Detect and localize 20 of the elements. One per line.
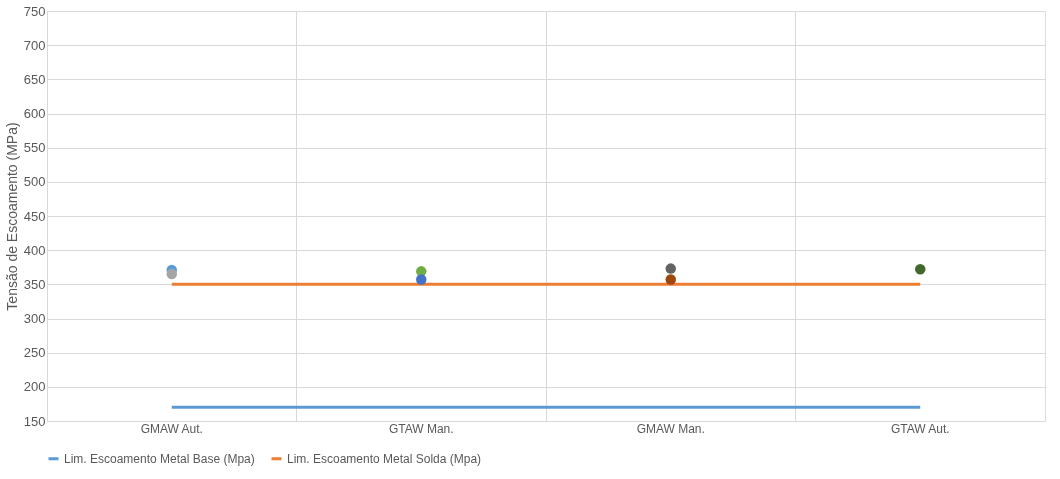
x-tick-label: GMAW Aut.: [140, 421, 203, 436]
y-tick-label: 600: [23, 106, 46, 121]
y-tick-label: 450: [23, 208, 46, 224]
legend-label: Lim. Escoamento Metal Solda (Mpa): [287, 451, 482, 466]
y-tick-label: 150: [23, 413, 46, 429]
y-axis-title: Tensão de Escoamento (MPa): [3, 122, 20, 311]
legend-label: Lim. Escoamento Metal Base (Mpa): [64, 451, 255, 466]
y-tick-label: 300: [23, 311, 46, 326]
y-tick-label: 400: [23, 242, 46, 258]
y-tick-label: 500: [23, 174, 46, 190]
y-tick-label: 650: [23, 71, 46, 87]
x-tick-label: GTAW Aut.: [890, 421, 950, 436]
x-tick-label: GTAW Man.: [388, 421, 454, 436]
y-tick-label: 700: [23, 37, 46, 53]
y-tick-label: 750: [23, 3, 46, 19]
y-tick-label: 350: [23, 276, 46, 292]
x-tick-label: GMAW Man.: [636, 421, 705, 436]
y-tick-label: 550: [23, 140, 46, 156]
y-tick-label: 250: [23, 345, 46, 361]
y-tick-label: 200: [23, 379, 46, 395]
